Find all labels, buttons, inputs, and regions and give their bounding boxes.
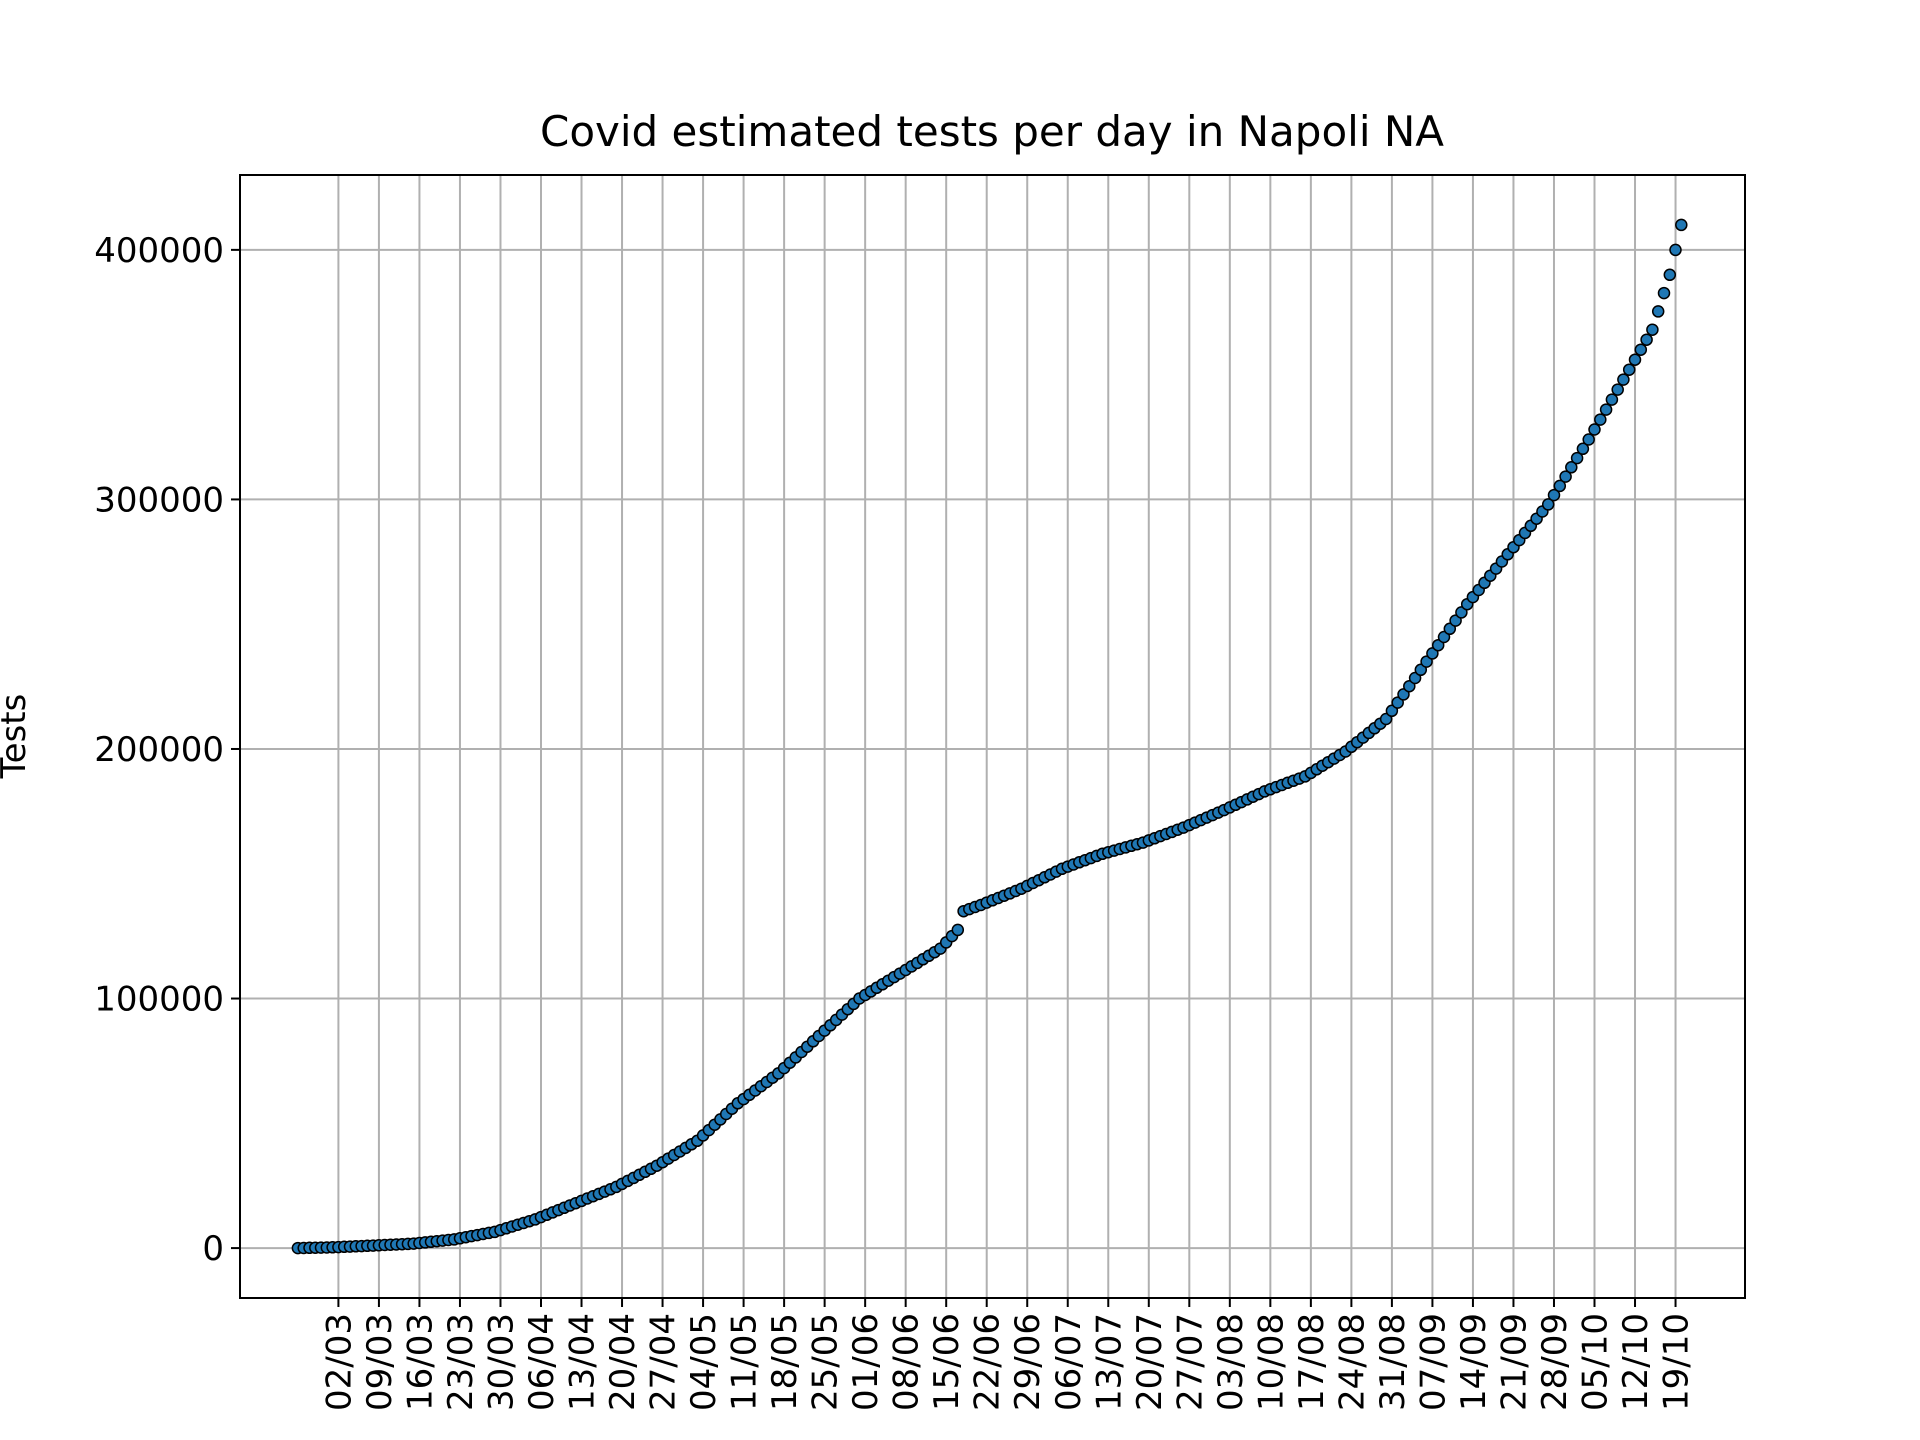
data-point [1663,268,1677,282]
x-tick-label: 25/05 [806,1313,846,1411]
x-tick-label: 20/04 [603,1313,643,1411]
data-point [1588,423,1601,436]
data-point [1570,451,1584,465]
x-tick-label: 08/06 [887,1313,927,1411]
x-tick-label: 13/07 [1089,1313,1129,1411]
x-tick-label: 04/05 [684,1313,724,1411]
data-point [1541,498,1555,511]
x-tick-label: 18/05 [765,1313,805,1411]
plot-frame [239,174,1746,1299]
data-point [1576,442,1590,456]
data-point [1640,333,1653,346]
x-tick-label: 19/10 [1657,1313,1697,1411]
x-tick-label: 06/04 [522,1313,562,1411]
x-tick-label: 23/03 [441,1313,481,1411]
x-tick-label: 17/08 [1292,1313,1332,1411]
x-tick-label: 29/06 [1008,1313,1048,1411]
y-axis-label: Tests [0,694,34,780]
x-tick-label: 01/06 [846,1313,886,1411]
data-point [1651,305,1665,318]
x-tick-label: 05/10 [1576,1313,1616,1411]
axis-ticks: 02/03 09/03 16/03 23/03 30/03 06/04 13/04 20/04… [94,231,1696,1411]
x-tick-label: 28/09 [1535,1313,1575,1411]
x-tick-label: 16/03 [400,1313,440,1411]
x-tick-label: 12/10 [1616,1313,1656,1411]
x-tick-label: 30/03 [481,1313,521,1411]
x-tick-label: 22/06 [968,1313,1008,1411]
data-point [1628,353,1642,366]
x-tick-label: 24/08 [1332,1313,1372,1411]
grid [240,175,1745,1298]
chart-title: Covid estimated tests per day in Napoli … [540,107,1444,156]
data-point [1669,243,1682,257]
x-tick-label: 20/07 [1130,1313,1170,1411]
data-point [1634,343,1648,356]
y-tick-label: 0 [202,1229,224,1269]
x-tick-label: 07/09 [1413,1313,1453,1411]
x-tick-label: 21/09 [1494,1313,1534,1411]
data-point [1617,373,1630,386]
data-point [1599,403,1613,416]
data-point [1605,393,1619,406]
x-tick-label: 11/05 [725,1313,765,1411]
data-point [1675,218,1688,232]
x-tick-label: 27/04 [644,1313,684,1411]
x-tick-label: 09/03 [360,1313,400,1411]
data-point [1565,461,1578,474]
data-point [1553,479,1567,493]
y-tick-label: 300000 [94,480,224,520]
data-points [291,218,1688,1255]
data-point [1611,383,1624,396]
y-tick-label: 100000 [94,980,224,1020]
data-point [1582,433,1595,446]
y-tick-label: 400000 [94,231,224,271]
data-point [1594,413,1607,426]
x-tick-label: 03/08 [1211,1313,1251,1411]
data-point [1547,488,1561,502]
x-tick-label: 27/07 [1170,1313,1210,1411]
y-tick-label: 200000 [94,730,224,770]
data-point [951,923,965,937]
x-tick-label: 14/09 [1454,1313,1494,1411]
data-point [1559,470,1572,483]
x-tick-label: 02/03 [319,1313,359,1411]
x-tick-label: 10/08 [1251,1313,1291,1411]
data-point [1646,323,1659,336]
x-tick-label: 06/07 [1049,1313,1089,1411]
x-tick-label: 15/06 [927,1313,967,1411]
data-point [1657,286,1671,300]
x-tick-label: 31/08 [1373,1313,1413,1411]
x-tick-label: 13/04 [563,1313,603,1411]
data-point [1622,363,1636,376]
